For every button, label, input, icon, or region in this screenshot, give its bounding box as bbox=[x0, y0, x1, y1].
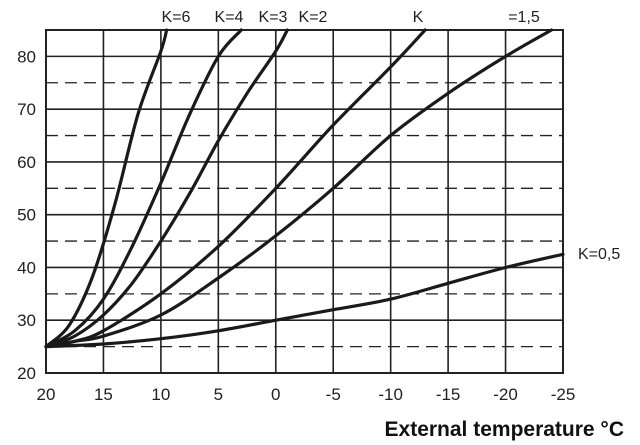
curve-label-k1-5: =1,5 bbox=[508, 9, 540, 26]
x-tick-label: -25 bbox=[551, 385, 576, 404]
y-tick-label: 40 bbox=[17, 258, 36, 277]
x-axis-label: External temperature °C bbox=[385, 418, 624, 441]
y-tick-label: 30 bbox=[17, 311, 36, 330]
x-tick-label: 0 bbox=[271, 385, 280, 404]
y-tick-label: 50 bbox=[17, 206, 36, 225]
x-tick-label: 5 bbox=[214, 385, 223, 404]
plot-frame bbox=[45, 29, 564, 374]
curve-series-1 bbox=[44, 28, 243, 349]
x-tick-label: 20 bbox=[37, 385, 56, 404]
curves bbox=[44, 28, 565, 349]
x-tick-label: -15 bbox=[436, 385, 461, 404]
curve-label-k4: K=4 bbox=[215, 9, 244, 26]
curve-series-2 bbox=[44, 28, 289, 349]
y-tick-label: 80 bbox=[17, 47, 36, 66]
curve-label-k3: K=3 bbox=[259, 9, 288, 26]
curve-series-0 bbox=[44, 28, 169, 349]
curve-label-k6: K=6 bbox=[162, 9, 191, 26]
x-axis-ticks: 20 15 10 5 0 -5 -10 -15 -20 -25 bbox=[37, 385, 576, 404]
curve-series-5 bbox=[44, 252, 565, 349]
x-tick-label: 10 bbox=[151, 385, 170, 404]
curve-label-k0-5: K=0,5 bbox=[578, 246, 620, 263]
y-tick-label: 20 bbox=[17, 364, 36, 383]
y-axis-ticks: 20 30 40 50 60 70 80 bbox=[17, 47, 36, 383]
x-tick-label: -5 bbox=[326, 385, 341, 404]
x-tick-label: 15 bbox=[94, 385, 113, 404]
curve-label-k: K bbox=[413, 9, 424, 26]
y-tick-label: 60 bbox=[17, 153, 36, 172]
x-tick-label: -20 bbox=[493, 385, 518, 404]
curve-series-4 bbox=[44, 28, 554, 349]
curve-label-k2: K=2 bbox=[299, 9, 328, 26]
grid bbox=[45, 29, 564, 374]
y-tick-label: 70 bbox=[17, 100, 36, 119]
x-tick-label: -10 bbox=[378, 385, 403, 404]
